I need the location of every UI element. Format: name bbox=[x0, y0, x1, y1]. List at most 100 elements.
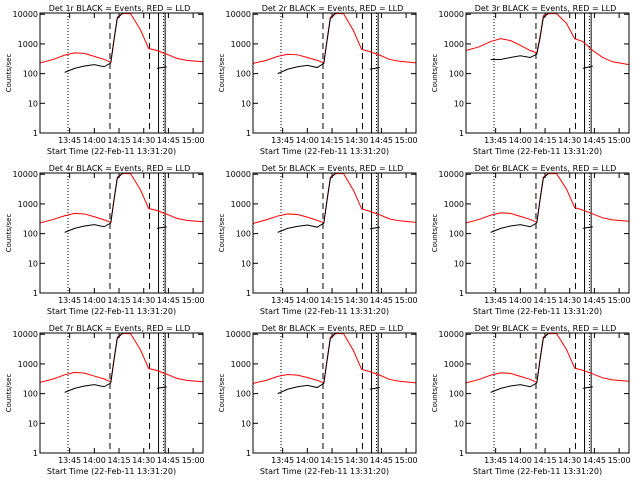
x-tick-label: 15:00 bbox=[395, 296, 418, 305]
series-line bbox=[64, 333, 167, 393]
y-tick-label: 1 bbox=[459, 129, 464, 138]
y-tick-label: 1000 bbox=[18, 360, 38, 369]
series-line bbox=[253, 333, 416, 384]
y-tick-label: 1 bbox=[246, 289, 251, 298]
series-line bbox=[466, 13, 629, 66]
y-tick-label: 10000 bbox=[439, 170, 464, 179]
panel: Det 5r BLACK = Events, RED = LLD Start Ti… bbox=[218, 164, 418, 316]
y-tick-label: 10 bbox=[241, 259, 251, 268]
y-tick-label: 1000 bbox=[444, 200, 464, 209]
series-line bbox=[40, 173, 203, 224]
y-axis-label: Counts/sec bbox=[5, 374, 13, 413]
x-tick-label: 13:45 bbox=[271, 456, 294, 465]
x-axis-label: Start Time (22-Feb-11 13:31:20) bbox=[473, 147, 602, 156]
plot-area bbox=[253, 13, 416, 133]
series-line bbox=[490, 173, 593, 233]
x-tick-label: 14:00 bbox=[83, 136, 106, 145]
chart-title: Det 9r BLACK = Events, RED = LLD bbox=[475, 324, 617, 333]
x-tick-label: 14:15 bbox=[320, 296, 343, 305]
chart-title: Det 2r BLACK = Events, RED = LLD bbox=[262, 4, 404, 13]
y-tick-label: 1000 bbox=[444, 360, 464, 369]
y-tick-label: 1 bbox=[459, 289, 464, 298]
y-tick-label: 1000 bbox=[231, 200, 251, 209]
x-tick-label: 15:00 bbox=[182, 296, 205, 305]
x-tick-label: 14:00 bbox=[509, 456, 532, 465]
y-tick-label: 1 bbox=[246, 129, 251, 138]
plot-area bbox=[40, 333, 203, 453]
y-axis-label: Counts/sec bbox=[218, 54, 226, 93]
x-tick-label: 14:00 bbox=[509, 296, 532, 305]
series-line bbox=[40, 333, 203, 383]
y-tick-label: 1 bbox=[246, 449, 251, 458]
plot-area bbox=[466, 333, 629, 453]
plot-area bbox=[253, 333, 416, 453]
series-line bbox=[40, 13, 203, 64]
x-tick-label: 14:00 bbox=[83, 296, 106, 305]
x-tick-label: 14:45 bbox=[583, 296, 606, 305]
plot-area bbox=[466, 173, 629, 293]
x-tick-label: 14:00 bbox=[296, 136, 319, 145]
x-axis-label: Start Time (22-Feb-11 13:31:20) bbox=[260, 147, 389, 156]
y-tick-label: 100 bbox=[449, 390, 464, 399]
x-tick-label: 13:45 bbox=[484, 456, 507, 465]
x-axis-label: Start Time (22-Feb-11 13:31:20) bbox=[473, 307, 602, 316]
y-tick-label: 1 bbox=[33, 289, 38, 298]
panel: Det 1r BLACK = Events, RED = LLD Start Ti… bbox=[5, 4, 205, 156]
x-axis-label: Start Time (22-Feb-11 13:31:20) bbox=[47, 147, 176, 156]
chart-title: Det 5r BLACK = Events, RED = LLD bbox=[262, 164, 404, 173]
x-axis-label: Start Time (22-Feb-11 13:31:20) bbox=[260, 467, 389, 476]
axes-frame bbox=[465, 172, 630, 294]
chart-title: Det 6r BLACK = Events, RED = LLD bbox=[475, 164, 617, 173]
plot-area bbox=[253, 173, 416, 293]
x-tick-label: 13:45 bbox=[484, 136, 507, 145]
y-tick-label: 10 bbox=[28, 259, 38, 268]
x-tick-label: 14:45 bbox=[583, 456, 606, 465]
y-tick-label: 1000 bbox=[18, 40, 38, 49]
y-tick-label: 1000 bbox=[231, 360, 251, 369]
x-tick-label: 14:00 bbox=[296, 456, 319, 465]
x-tick-label: 15:00 bbox=[182, 456, 205, 465]
series-line bbox=[64, 173, 167, 233]
axes-frame bbox=[39, 12, 204, 134]
x-tick-label: 14:30 bbox=[132, 296, 155, 305]
panel: Det 6r BLACK = Events, RED = LLD Start Ti… bbox=[431, 164, 631, 316]
x-tick-label: 14:30 bbox=[132, 136, 155, 145]
x-tick-label: 15:00 bbox=[395, 136, 418, 145]
axes-frame bbox=[465, 12, 630, 134]
x-tick-label: 14:30 bbox=[132, 456, 155, 465]
x-tick-label: 14:15 bbox=[320, 456, 343, 465]
x-tick-label: 15:00 bbox=[608, 296, 631, 305]
x-tick-label: 14:45 bbox=[157, 136, 180, 145]
plot-area bbox=[40, 13, 203, 133]
y-tick-label: 1 bbox=[33, 449, 38, 458]
series-line bbox=[490, 13, 593, 69]
x-tick-label: 14:45 bbox=[370, 456, 393, 465]
y-tick-label: 10000 bbox=[226, 10, 251, 19]
x-tick-label: 14:00 bbox=[509, 136, 532, 145]
x-tick-label: 14:45 bbox=[157, 296, 180, 305]
x-tick-label: 14:30 bbox=[345, 456, 368, 465]
y-axis-label: Counts/sec bbox=[431, 54, 439, 93]
y-tick-label: 100 bbox=[449, 70, 464, 79]
y-tick-label: 1000 bbox=[444, 40, 464, 49]
axes-frame bbox=[252, 12, 417, 134]
x-tick-label: 13:45 bbox=[58, 456, 81, 465]
x-tick-label: 13:45 bbox=[271, 296, 294, 305]
series-line bbox=[277, 173, 380, 233]
y-tick-label: 10 bbox=[454, 259, 464, 268]
x-tick-label: 14:15 bbox=[320, 136, 343, 145]
y-tick-label: 10 bbox=[241, 419, 251, 428]
y-axis-label: Counts/sec bbox=[218, 374, 226, 413]
y-tick-label: 1 bbox=[459, 449, 464, 458]
y-tick-label: 100 bbox=[236, 230, 251, 239]
chart-title: Det 7r BLACK = Events, RED = LLD bbox=[49, 324, 191, 333]
x-tick-label: 14:30 bbox=[558, 456, 581, 465]
x-tick-label: 13:45 bbox=[58, 296, 81, 305]
chart-title: Det 1r BLACK = Events, RED = LLD bbox=[49, 4, 191, 13]
series-line bbox=[490, 333, 593, 393]
axes-frame bbox=[465, 332, 630, 454]
x-axis-label: Start Time (22-Feb-11 13:31:20) bbox=[473, 467, 602, 476]
x-tick-label: 14:30 bbox=[558, 136, 581, 145]
x-tick-label: 14:15 bbox=[107, 136, 130, 145]
